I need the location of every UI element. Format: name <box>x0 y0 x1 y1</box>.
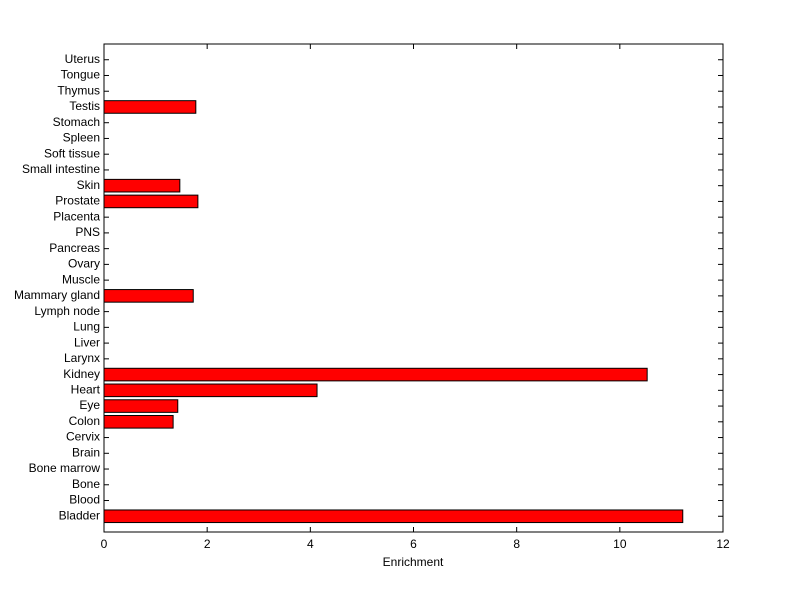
y-tick-label: Soft tissue <box>44 146 100 160</box>
x-tick-label: 8 <box>513 537 520 551</box>
y-tick-label: Blood <box>69 493 100 507</box>
x-tick-label: 12 <box>716 537 730 551</box>
y-tick-label: Ovary <box>68 257 100 271</box>
y-tick-label: Tongue <box>61 68 101 82</box>
y-tick-label: Lymph node <box>34 304 100 318</box>
bar <box>103 289 194 303</box>
y-tick-label: Small intestine <box>22 162 100 176</box>
y-tick-label: Heart <box>71 382 101 396</box>
y-tick-label: Muscle <box>62 272 100 286</box>
y-tick-label: Bone marrow <box>29 461 101 475</box>
y-tick-label: Mammary gland <box>14 288 100 302</box>
bar <box>103 367 648 382</box>
y-tick-label: Uterus <box>65 52 100 66</box>
bar <box>103 100 197 114</box>
x-axis-label: Enrichment <box>383 555 444 569</box>
bar <box>103 383 318 398</box>
y-tick-label: Lung <box>73 320 100 334</box>
y-tick-label: Thymus <box>57 83 100 97</box>
y-tick-label: Kidney <box>63 367 100 381</box>
y-tick-label: Stomach <box>53 115 100 129</box>
y-tick-label: Bladder <box>59 508 100 522</box>
y-tick-label: Brain <box>72 445 100 459</box>
bar <box>103 399 179 413</box>
y-tick-label: Liver <box>74 335 100 349</box>
y-tick-label: Eye <box>79 398 100 412</box>
x-tick-label: 2 <box>204 537 211 551</box>
y-tick-label: Placenta <box>53 209 100 223</box>
y-tick-label: Spleen <box>63 131 100 145</box>
y-tick-label: Larynx <box>64 351 100 365</box>
bar <box>103 415 174 429</box>
bar <box>103 178 181 193</box>
x-tick-label: 4 <box>307 537 314 551</box>
y-tick-label: Pancreas <box>49 241 100 255</box>
y-tick-label: Skin <box>77 178 100 192</box>
y-tick-label: PNS <box>75 225 100 239</box>
y-tick-label: Bone <box>72 477 100 491</box>
x-tick-label: 0 <box>101 537 108 551</box>
plot-area <box>103 43 724 533</box>
bar <box>103 194 199 209</box>
x-tick-label: 10 <box>613 537 627 551</box>
y-tick-label: Testis <box>69 99 100 113</box>
y-tick-label: Prostate <box>55 194 100 208</box>
y-tick-label: Colon <box>69 414 100 428</box>
x-tick-label: 6 <box>410 537 417 551</box>
y-tick-label: Cervix <box>66 430 100 444</box>
bar <box>103 509 684 524</box>
